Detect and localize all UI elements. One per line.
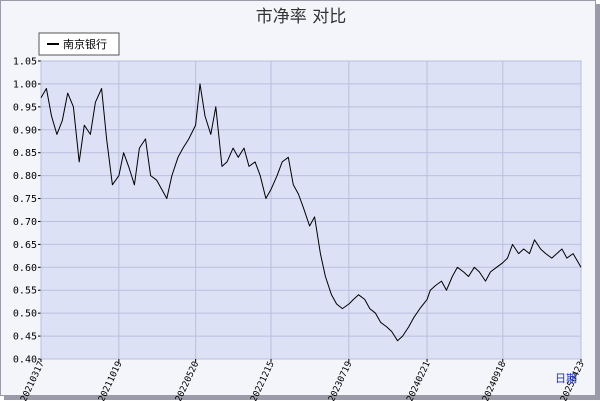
- plot-area: 0.40 0.45 0.50 0.55 0.60 0.65 0.70 0.75 0.80 0.85…: [13, 57, 587, 401]
- y-tick-label: 0.70: [13, 217, 37, 228]
- x-axis-unit-label: 日期: [555, 372, 577, 385]
- legend: 南京银行: [39, 33, 119, 55]
- x-tick-label: 20240918: [481, 360, 508, 401]
- plot-background: [41, 61, 581, 359]
- chart-title: 市净率 对比: [256, 7, 346, 27]
- y-tick-label: 0.45: [13, 332, 37, 343]
- y-tick-label: 0.75: [13, 194, 37, 205]
- x-tick-label: 20221215: [249, 360, 276, 401]
- y-tick-label: 1.00: [13, 79, 37, 90]
- x-tick-label: 20230719: [327, 360, 354, 401]
- y-tick-label: 0.60: [13, 263, 37, 274]
- x-tick-label: 20210317: [19, 360, 46, 401]
- y-tick-label: 0.80: [13, 171, 37, 182]
- y-tick-label: 0.85: [13, 148, 37, 159]
- x-tick-label: 20220520: [174, 360, 201, 401]
- y-tick-label: 0.65: [13, 240, 37, 251]
- y-tick-label: 1.05: [13, 57, 37, 68]
- y-tick-label: 0.55: [13, 286, 37, 297]
- y-tick-label: 0.90: [13, 125, 37, 136]
- x-tick-label: 20240221: [405, 360, 432, 401]
- legend-label: 南京银行: [63, 37, 107, 51]
- y-tick-label: 0.50: [13, 309, 37, 320]
- y-tick-label: 0.40: [13, 355, 37, 366]
- y-tick-label: 0.95: [13, 102, 37, 113]
- x-tick-label: 20211019: [97, 360, 124, 401]
